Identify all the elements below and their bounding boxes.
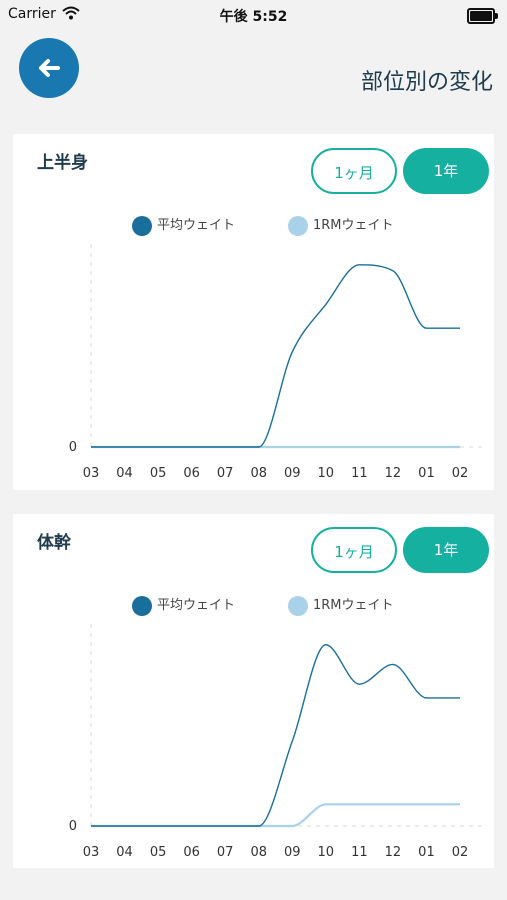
period-year-button[interactable]: 1年	[403, 527, 489, 573]
wifi-icon	[62, 6, 80, 20]
legend-label-rm: 1RMウェイト	[313, 218, 394, 233]
x-tick-label: 05	[150, 845, 167, 860]
status-bar: Carrier 午後 5:52	[0, 0, 507, 30]
x-tick-label: 03	[83, 845, 100, 860]
x-tick-label: 01	[418, 466, 435, 481]
period-month-button[interactable]: 1ヶ月	[311, 527, 397, 573]
x-tick-label: 04	[116, 466, 133, 481]
x-tick-label: 08	[250, 466, 267, 481]
chart-card-core: 体幹 1ヶ月 1年 平均ウェイト 1RMウェイト 0 03 04 05 06 07 08 09…	[13, 514, 494, 868]
legend-label-avg: 平均ウェイト	[157, 598, 236, 613]
y-tick-label: 0	[69, 440, 77, 455]
card-title: 上半身	[37, 153, 88, 173]
legend-dot-avg	[132, 216, 152, 236]
x-tick-label: 06	[183, 466, 200, 481]
legend-dot-rm	[288, 216, 308, 236]
x-tick-label: 08	[250, 845, 267, 860]
x-tick-label: 07	[217, 466, 234, 481]
arrow-left-icon	[39, 59, 60, 77]
x-tick-label: 11	[351, 466, 368, 481]
x-tick-label: 10	[318, 466, 335, 481]
chart-card-upper-body: 上半身 1ヶ月 1年 平均ウェイト 1RMウェイト 0 03 04 05 06 07 08 0…	[13, 134, 494, 490]
back-button[interactable]	[19, 38, 79, 98]
x-tick-label: 05	[150, 466, 167, 481]
x-tick-label: 02	[452, 845, 469, 860]
legend-label-avg: 平均ウェイト	[157, 218, 236, 233]
line-chart: 0 03 04 05 06 07 08 09 10 11 12 01 02	[69, 244, 484, 481]
period-month-button[interactable]: 1ヶ月	[311, 148, 397, 194]
x-tick-label: 12	[385, 845, 402, 860]
legend-label-rm: 1RMウェイト	[313, 598, 394, 613]
x-tick-label: 01	[418, 845, 435, 860]
x-tick-label: 09	[284, 845, 301, 860]
clock: 午後 5:52	[219, 9, 288, 25]
line-chart: 0 03 04 05 06 07 08 09 10 11 12 01 02	[69, 624, 484, 860]
y-tick-label: 0	[69, 819, 77, 834]
x-tick-label: 11	[351, 845, 368, 860]
series-line-avg	[90, 644, 460, 827]
x-tick-label: 02	[452, 466, 469, 481]
legend-dot-rm	[288, 596, 308, 616]
x-tick-label: 09	[284, 466, 301, 481]
x-tick-label: 04	[116, 845, 133, 860]
x-tick-label: 03	[83, 466, 100, 481]
carrier-label: Carrier	[8, 6, 56, 22]
page-title: 部位別の変化	[360, 70, 493, 95]
x-tick-label: 12	[385, 466, 402, 481]
series-line-rm	[90, 803, 460, 828]
series-line-avg	[91, 264, 460, 448]
x-tick-label: 06	[183, 845, 200, 860]
period-year-button[interactable]: 1年	[403, 148, 489, 194]
legend-dot-avg	[132, 596, 152, 616]
x-tick-label: 07	[217, 845, 234, 860]
x-tick-label: 10	[318, 845, 335, 860]
card-title: 体幹	[37, 533, 71, 553]
battery-icon	[467, 8, 498, 24]
